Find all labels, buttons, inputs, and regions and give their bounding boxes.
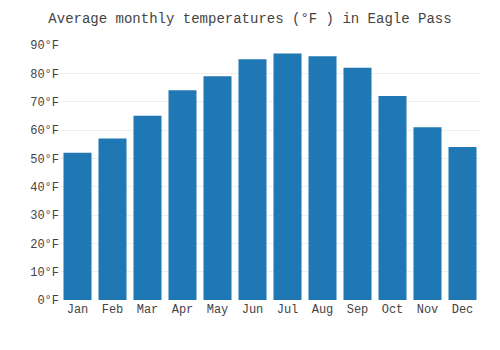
- svg-text:Apr: Apr: [172, 303, 194, 317]
- svg-text:Sep: Sep: [347, 303, 369, 317]
- svg-text:Oct: Oct: [382, 303, 404, 317]
- svg-text:Average monthly temperatures (: Average monthly temperatures (°F ) in Ea…: [48, 11, 451, 27]
- svg-text:30°F: 30°F: [30, 209, 59, 223]
- svg-text:80°F: 80°F: [30, 68, 59, 82]
- svg-text:0°F: 0°F: [37, 294, 59, 308]
- svg-text:Dec: Dec: [452, 303, 474, 317]
- svg-text:10°F: 10°F: [30, 266, 59, 280]
- svg-text:90°F: 90°F: [30, 39, 59, 53]
- svg-text:May: May: [207, 303, 229, 317]
- svg-text:Jan: Jan: [67, 303, 89, 317]
- svg-text:40°F: 40°F: [30, 181, 59, 195]
- svg-text:Feb: Feb: [102, 303, 124, 317]
- svg-text:50°F: 50°F: [30, 153, 59, 167]
- svg-text:70°F: 70°F: [30, 96, 59, 110]
- svg-text:60°F: 60°F: [30, 124, 59, 138]
- svg-text:Nov: Nov: [417, 303, 439, 317]
- svg-text:20°F: 20°F: [30, 238, 59, 252]
- svg-text:Mar: Mar: [137, 303, 159, 317]
- svg-text:Aug: Aug: [312, 303, 334, 317]
- svg-text:Jun: Jun: [242, 303, 264, 317]
- svg-text:Jul: Jul: [277, 303, 299, 317]
